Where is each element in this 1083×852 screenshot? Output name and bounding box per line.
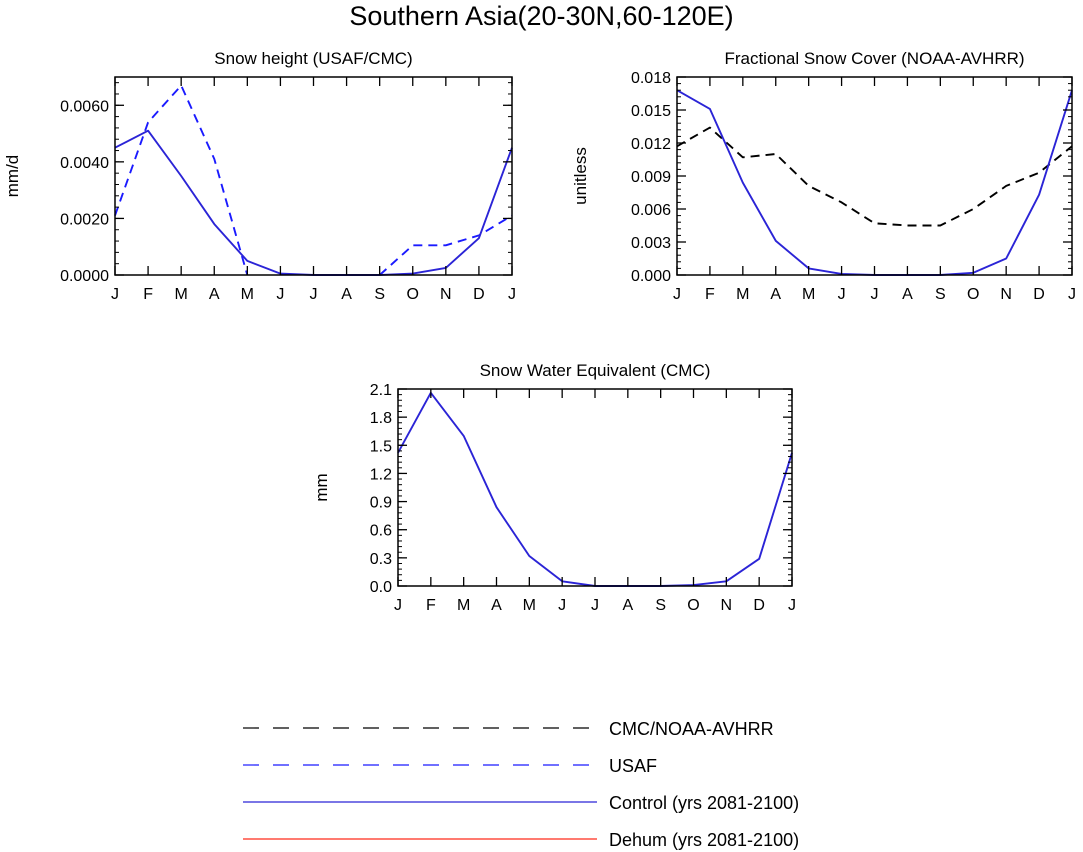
y-tick-label: 0.003 (631, 235, 671, 252)
x-tick-label: J (838, 286, 846, 303)
y-tick-label: 1.8 (370, 410, 392, 427)
y-tick-label: 0.009 (631, 169, 671, 186)
x-tick-label: J (673, 286, 681, 303)
x-tick-label: J (558, 597, 566, 614)
x-tick-label: F (426, 597, 436, 614)
x-tick-label: M (736, 286, 749, 303)
y-axis-label: mm (312, 473, 331, 501)
legend-swatch-solid-blue (243, 801, 597, 803)
x-tick-label: A (622, 597, 633, 614)
x-tick-label: O (687, 597, 699, 614)
chart-panel-3: Snow Water Equivalent (CMC) mm J F M A M J J A S O N… (312, 361, 796, 614)
x-tick-label: M (457, 597, 470, 614)
chart-title: Snow height (USAF/CMC) (214, 49, 412, 68)
chart-title: Fractional Snow Cover (NOAA-AVHRR) (724, 49, 1024, 68)
legend-swatch-dashed-black (243, 727, 597, 729)
series-line-control-yrs-2081-2100 (114, 129, 513, 276)
y-tick-label: 1.2 (370, 466, 392, 483)
y-tick-label: 1.5 (370, 438, 392, 455)
legend-label: Dehum (yrs 2081-2100) (609, 830, 800, 850)
x-tick-label: N (1000, 286, 1012, 303)
x-tick-label: O (407, 286, 419, 303)
x-tick-label: N (721, 597, 733, 614)
x-tick-label: N (440, 286, 452, 303)
x-tick-label: J (591, 597, 599, 614)
x-tick-label: A (341, 286, 352, 303)
legend-label: CMC/NOAA-AVHRR (609, 719, 774, 739)
x-tick-label: J (788, 597, 796, 614)
x-tick-label: S (655, 597, 666, 614)
y-tick-label: 0.0060 (60, 98, 109, 115)
y-tick-label: 0.018 (631, 70, 671, 87)
y-tick-label: 0.9 (370, 495, 392, 512)
chart-title: Snow Water Equivalent (CMC) (480, 361, 711, 380)
x-tick-label: A (902, 286, 913, 303)
y-tick-label: 0.3 (370, 551, 392, 568)
x-tick-label: M (802, 286, 815, 303)
x-tick-label: F (143, 286, 153, 303)
series-line-cmc-noaa-avhrr (676, 126, 1073, 227)
x-tick-label: D (473, 286, 485, 303)
x-tick-label: J (394, 597, 402, 614)
x-tick-label: S (374, 286, 385, 303)
y-tick-label: 0.012 (631, 136, 671, 153)
series-line-usaf-part-1 (114, 84, 249, 276)
y-tick-label: 0.0040 (60, 155, 109, 172)
x-tick-label: J (111, 286, 119, 303)
series-line-control-yrs-2081-2100 (676, 89, 1073, 276)
legend: CMC/NOAA-AVHRR USAF Control (yrs 2081-21… (243, 710, 883, 850)
plot-frame (397, 388, 793, 587)
y-tick-label: 0.0 (370, 579, 392, 596)
y-tick-label: 2.1 (370, 382, 392, 399)
x-tick-label: F (705, 286, 715, 303)
series-line-control-yrs-2081-2100 (397, 391, 793, 587)
y-tick-label: 0.006 (631, 202, 671, 219)
x-tick-label: M (175, 286, 188, 303)
x-tick-label: A (770, 286, 781, 303)
legend-label: USAF (609, 756, 658, 776)
x-tick-label: J (508, 286, 516, 303)
x-tick-label: J (276, 286, 284, 303)
y-tick-label: 0.000 (631, 268, 671, 285)
legend-item-control: Control (yrs 2081-2100) (243, 789, 883, 815)
legend-item-cmc-noaa: CMC/NOAA-AVHRR (243, 715, 883, 741)
x-tick-label: O (967, 286, 979, 303)
legend-item-dehum: Dehum (yrs 2081-2100) (243, 826, 883, 852)
chart-panel-1: Snow height (USAF/CMC)mm/dJ F M A M J J A S O N D J0… (3, 49, 516, 303)
x-tick-label: A (491, 597, 502, 614)
legend-item-usaf: USAF (243, 752, 883, 778)
x-tick-label: M (241, 286, 254, 303)
x-tick-label: D (753, 597, 765, 614)
legend-swatch-solid-red (243, 838, 597, 840)
chart-panel-2: Fractional Snow Cover (NOAA-AVHRR) unitle… (571, 49, 1076, 303)
x-tick-label: J (1068, 286, 1076, 303)
y-axis-label: mm/d (3, 155, 22, 198)
y-tick-label: 0.6 (370, 523, 392, 540)
figure-title: Southern Asia(20-30N,60-120E) (349, 1, 734, 31)
x-tick-label: S (935, 286, 946, 303)
x-tick-label: D (1033, 286, 1045, 303)
figure-canvas: Snow height (USAF/CMC)mm/dJ F M A M J J A S O N D J0… (3, 49, 1076, 614)
series-line-usaf-part-2 (379, 214, 513, 276)
x-tick-label: J (310, 286, 318, 303)
y-tick-label: 0.015 (631, 103, 671, 120)
legend-label: Control (yrs 2081-2100) (609, 793, 800, 813)
x-tick-label: J (871, 286, 879, 303)
y-axis-label: unitless (571, 147, 590, 205)
x-tick-label: A (209, 286, 220, 303)
legend-swatch-dashed-blue (243, 764, 597, 766)
y-tick-label: 0.0000 (60, 268, 109, 285)
y-tick-label: 0.0020 (60, 211, 109, 228)
x-tick-label: M (523, 597, 536, 614)
plot-frame (114, 76, 513, 276)
